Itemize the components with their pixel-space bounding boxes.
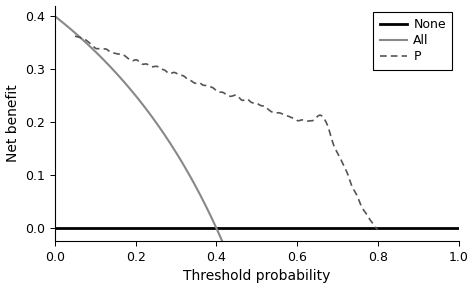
None bbox=[456, 226, 461, 230]
None bbox=[299, 226, 305, 230]
P bbox=[128, 59, 134, 62]
None bbox=[418, 226, 424, 230]
Y-axis label: Net benefit: Net benefit bbox=[6, 84, 19, 162]
X-axis label: Threshold probability: Threshold probability bbox=[183, 269, 330, 284]
None bbox=[291, 226, 297, 230]
P bbox=[153, 64, 158, 68]
Line: P: P bbox=[75, 36, 378, 230]
P bbox=[84, 39, 90, 43]
Line: All: All bbox=[55, 16, 458, 289]
None bbox=[392, 226, 398, 230]
P bbox=[375, 228, 381, 231]
None bbox=[54, 226, 59, 230]
Legend: None, All, P: None, All, P bbox=[374, 12, 452, 70]
None bbox=[52, 226, 58, 230]
All bbox=[53, 15, 58, 18]
None bbox=[292, 226, 298, 230]
P bbox=[72, 34, 78, 38]
P bbox=[91, 45, 96, 48]
P bbox=[360, 207, 365, 210]
P bbox=[349, 185, 355, 188]
